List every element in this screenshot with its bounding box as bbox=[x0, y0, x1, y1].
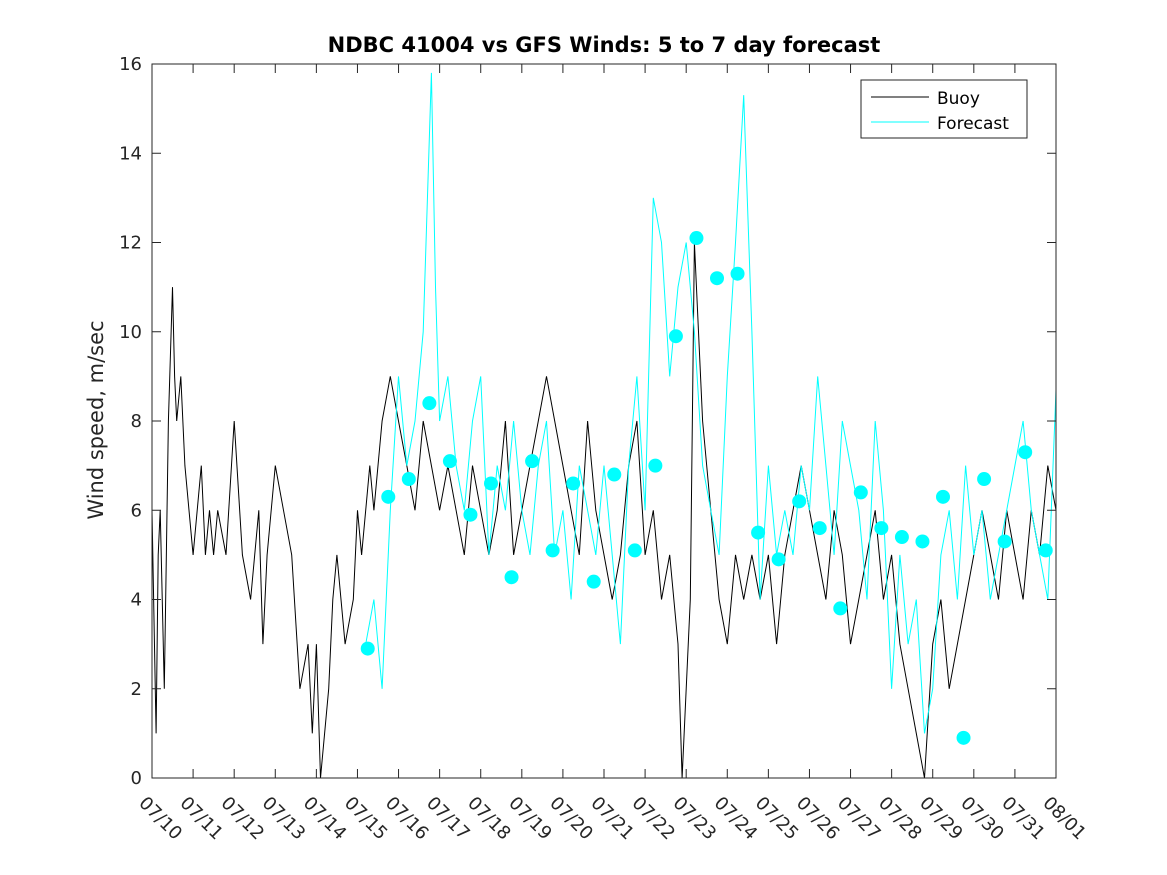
forecast-marker bbox=[792, 494, 807, 509]
ticks: 024681012141607/1007/1107/1207/1307/1407… bbox=[119, 54, 1090, 844]
x-tick-label: 07/25 bbox=[751, 793, 803, 845]
legend-box bbox=[860, 79, 1028, 139]
forecast-marker bbox=[504, 570, 519, 585]
forecast-marker bbox=[648, 458, 663, 473]
forecast-marker bbox=[525, 454, 540, 469]
y-tick-label: 6 bbox=[131, 500, 142, 521]
forecast-marker bbox=[1038, 543, 1053, 558]
forecast-marker bbox=[730, 266, 745, 281]
y-tick-label: 0 bbox=[131, 768, 142, 789]
forecast-marker bbox=[422, 396, 437, 411]
x-tick-label: 07/29 bbox=[915, 793, 967, 845]
x-tick-label: 07/24 bbox=[710, 793, 762, 845]
forecast-marker bbox=[894, 530, 909, 545]
y-tick-label: 14 bbox=[119, 143, 142, 164]
x-tick-label: 07/22 bbox=[628, 793, 680, 845]
forecast-marker bbox=[977, 472, 992, 487]
forecast-marker bbox=[853, 485, 868, 500]
y-tick-label: 4 bbox=[131, 590, 142, 611]
x-tick-label: 07/15 bbox=[340, 793, 392, 845]
forecast-marker bbox=[710, 271, 724, 286]
forecast-marker bbox=[997, 534, 1012, 549]
x-tick-label: 07/11 bbox=[176, 793, 228, 845]
x-tick-label: 08/01 bbox=[1038, 793, 1090, 845]
forecast-marker bbox=[689, 231, 704, 246]
forecast-marker bbox=[381, 489, 396, 504]
series-line-buoy bbox=[151, 242, 1057, 779]
forecast-marker bbox=[627, 543, 642, 558]
forecast-marker bbox=[484, 476, 498, 491]
plot-area bbox=[151, 72, 1057, 779]
forecast-marker bbox=[812, 521, 827, 536]
chart-title: NDBC 41004 vs GFS Winds: 5 to 7 day fore… bbox=[328, 33, 881, 57]
series-line-forecast bbox=[365, 72, 1057, 734]
forecast-marker bbox=[545, 543, 560, 558]
y-tick-label: 16 bbox=[119, 54, 142, 75]
x-tick-label: 07/12 bbox=[217, 793, 269, 845]
legend-label-forecast: Forecast bbox=[937, 114, 1009, 134]
forecast-marker bbox=[751, 525, 766, 540]
forecast-marker bbox=[401, 472, 416, 487]
forecast-marker bbox=[771, 552, 786, 567]
legend: Buoy Forecast bbox=[860, 79, 1028, 139]
forecast-marker bbox=[566, 476, 581, 491]
x-tick-label: 07/31 bbox=[997, 793, 1049, 845]
x-tick-label: 07/14 bbox=[299, 793, 351, 845]
forecast-marker bbox=[360, 641, 375, 656]
forecast-marker bbox=[874, 521, 889, 536]
forecast-marker bbox=[956, 730, 971, 745]
x-tick-label: 07/21 bbox=[586, 793, 638, 845]
y-tick-label: 12 bbox=[119, 233, 142, 254]
x-tick-label: 07/30 bbox=[956, 793, 1008, 845]
y-tick-label: 8 bbox=[131, 411, 142, 432]
x-tick-label: 07/23 bbox=[669, 793, 721, 845]
forecast-marker bbox=[463, 507, 478, 522]
forecast-marker bbox=[915, 534, 930, 549]
x-tick-label: 07/26 bbox=[792, 793, 844, 845]
y-tick-label: 10 bbox=[119, 322, 142, 343]
x-tick-label: 07/17 bbox=[422, 793, 474, 845]
forecast-marker bbox=[668, 329, 683, 344]
x-tick-label: 07/18 bbox=[463, 793, 515, 845]
forecast-marker bbox=[442, 454, 457, 469]
x-tick-label: 07/10 bbox=[134, 793, 186, 845]
x-tick-label: 07/27 bbox=[833, 793, 885, 845]
forecast-marker bbox=[1018, 445, 1033, 460]
forecast-marker bbox=[586, 574, 601, 589]
forecast-marker bbox=[936, 489, 950, 504]
x-tick-label: 07/13 bbox=[258, 793, 310, 845]
y-tick-label: 2 bbox=[131, 679, 142, 700]
x-tick-label: 07/28 bbox=[874, 793, 926, 845]
legend-label-buoy: Buoy bbox=[937, 89, 980, 109]
x-tick-label: 07/19 bbox=[504, 793, 556, 845]
y-axis-label: Wind speed, m/sec bbox=[84, 320, 108, 519]
forecast-marker bbox=[607, 467, 622, 482]
x-tick-label: 07/16 bbox=[381, 793, 433, 845]
x-tick-label: 07/20 bbox=[545, 793, 597, 845]
forecast-marker bbox=[833, 601, 848, 616]
